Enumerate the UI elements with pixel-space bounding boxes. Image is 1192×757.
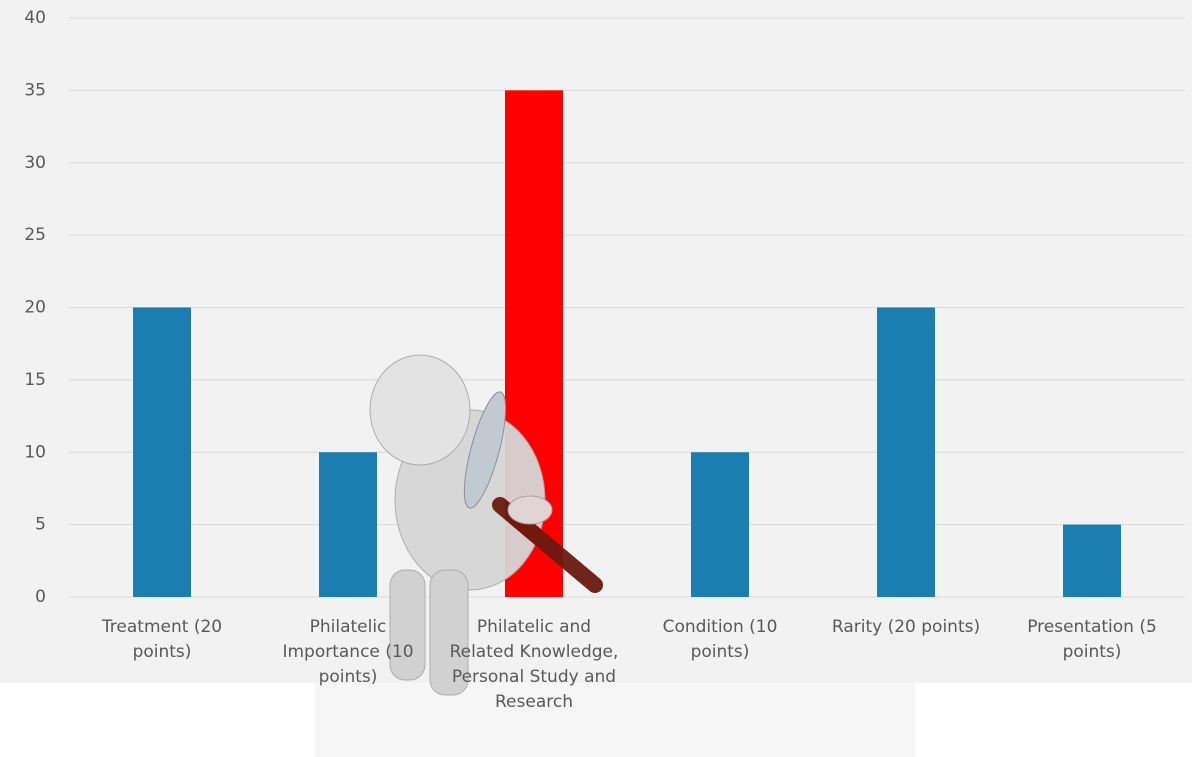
bar <box>1063 524 1121 597</box>
y-tick-label: 40 <box>24 8 46 28</box>
y-tick-label: 35 <box>24 80 46 100</box>
x-tick-label: Presentation (5 points) <box>1027 617 1157 662</box>
bar <box>133 307 191 597</box>
bar <box>319 452 377 597</box>
x-tick-label: Philatelic Importance (10 points) <box>282 617 414 687</box>
x-tick-label: Treatment (20 points) <box>101 617 223 662</box>
y-tick-label: 10 <box>24 442 46 462</box>
x-tick-label: Philatelic and Related Knowledge, Person… <box>449 617 619 712</box>
x-tick-label: Condition (10 points) <box>662 617 778 662</box>
y-tick-label: 25 <box>24 225 46 245</box>
y-tick-label: 0 <box>35 587 46 607</box>
label-background <box>315 683 915 757</box>
bar <box>691 452 749 597</box>
plot-background <box>0 0 1192 683</box>
y-tick-label: 15 <box>24 370 46 390</box>
y-tick-label: 30 <box>24 153 46 173</box>
y-tick-label: 5 <box>35 515 46 535</box>
bar <box>877 307 935 597</box>
y-tick-label: 20 <box>24 298 46 318</box>
x-tick-label: Rarity (20 points) <box>831 617 981 637</box>
figure-illustration <box>369 354 603 696</box>
